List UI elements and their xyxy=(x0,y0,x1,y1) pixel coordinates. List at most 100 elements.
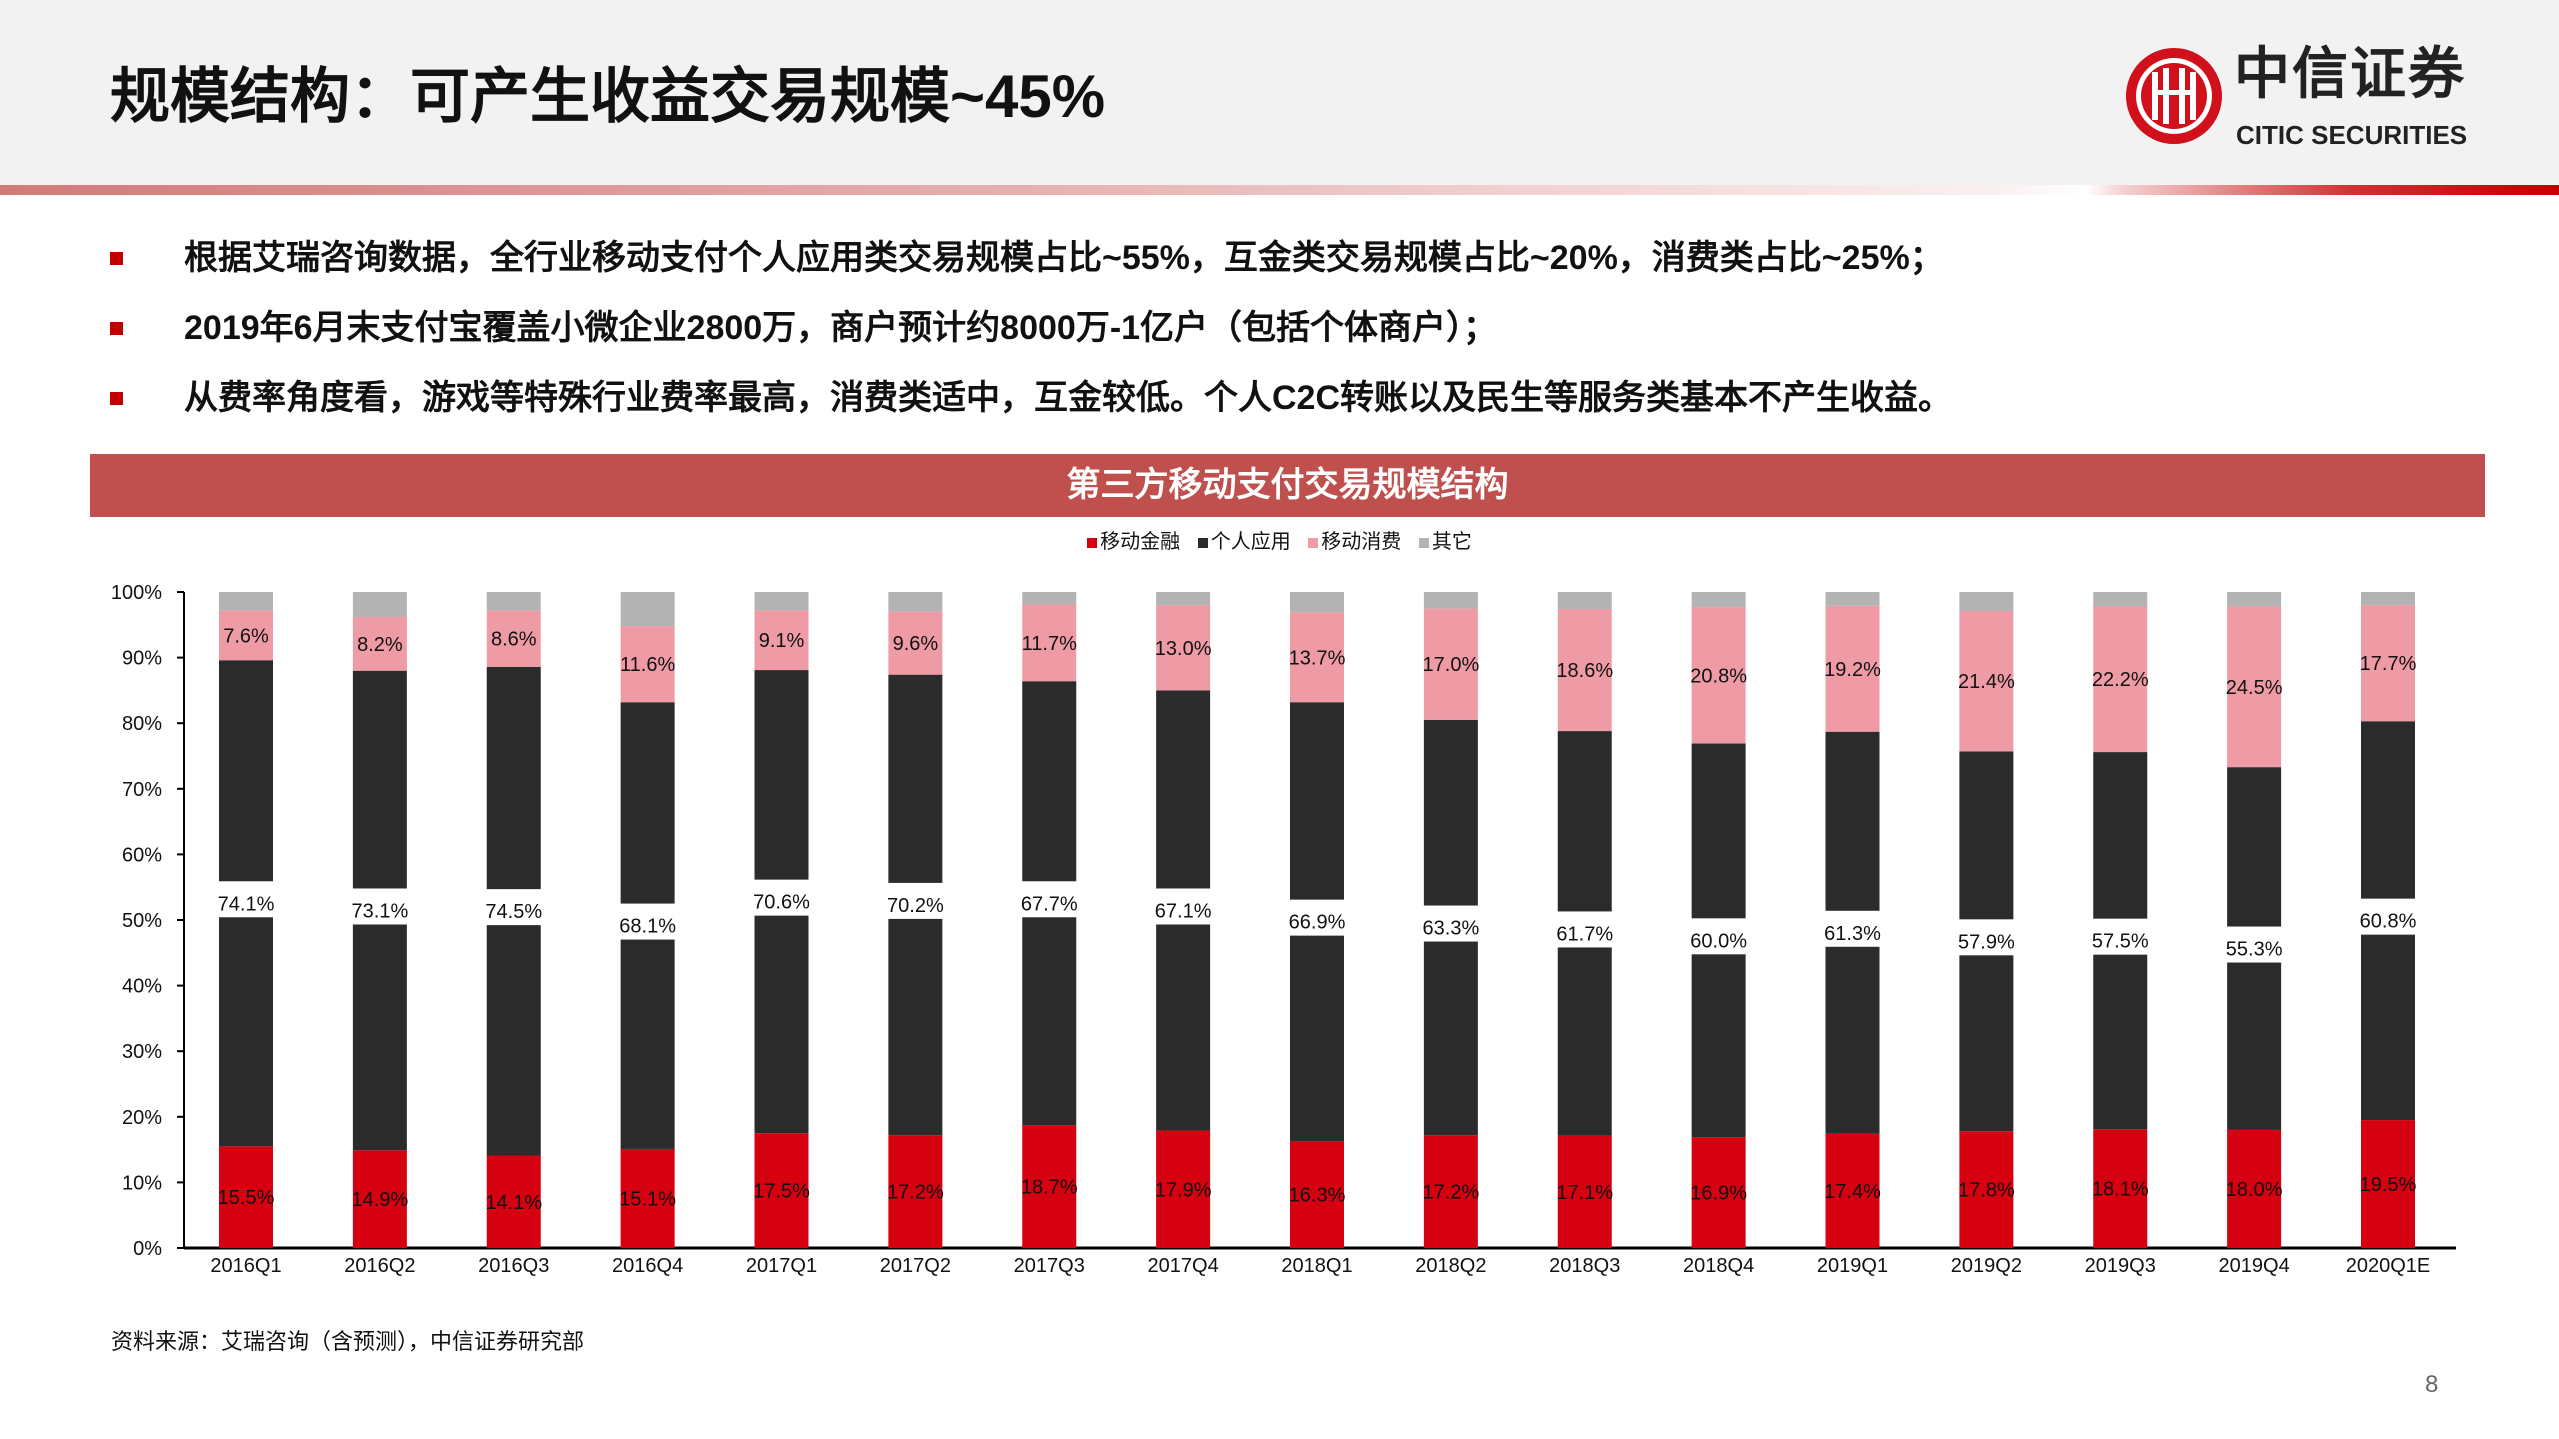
bar-segment-2 xyxy=(620,702,675,1149)
bar-segment-4 xyxy=(2227,592,2282,607)
x-tick-label: 2017Q3 xyxy=(1014,1255,1085,1277)
bar-segment-1 xyxy=(1156,1130,1211,1248)
bullet-square-icon xyxy=(110,392,123,405)
bar-segment-1 xyxy=(1290,1141,1344,1248)
label-gap xyxy=(1823,910,1882,947)
logo-cn: 中信证券 xyxy=(2234,42,2466,107)
bar-segment-3 xyxy=(1557,609,1612,732)
y-tick-label: 90% xyxy=(122,648,162,670)
data-label: 74.1% xyxy=(218,893,275,915)
header-divider xyxy=(0,185,2559,195)
data-label: 15.1% xyxy=(619,1188,676,1210)
bar-segment-4 xyxy=(486,592,541,611)
bar-segment-1 xyxy=(2227,1129,2282,1248)
data-label: 13.0% xyxy=(1155,638,1212,660)
x-tick-label: 2017Q4 xyxy=(1148,1255,1219,1277)
bar-segment-1 xyxy=(1557,1135,1612,1248)
data-label: 60.0% xyxy=(1690,930,1747,952)
data-label: 63.3% xyxy=(1423,918,1480,940)
bar-segment-3 xyxy=(1156,605,1211,691)
data-label: 17.2% xyxy=(1423,1182,1480,1204)
bar-segment-2 xyxy=(1156,690,1211,1131)
data-label: 17.1% xyxy=(1556,1182,1613,1204)
bar-segment-4 xyxy=(2361,592,2415,606)
label-gap xyxy=(217,881,275,918)
legend-swatch xyxy=(1197,537,1208,548)
label-gap xyxy=(1555,911,1614,948)
bar-segment-1 xyxy=(1423,1135,1478,1248)
x-tick-label: 2020Q1E xyxy=(2346,1255,2431,1277)
bar-segment-3 xyxy=(2227,606,2282,768)
bar-segment-1 xyxy=(2093,1129,2148,1248)
legend-item: 个人应用 xyxy=(1197,530,1291,554)
bar-segment-1 xyxy=(2361,1120,2415,1248)
x-tick-label: 2016Q4 xyxy=(612,1255,683,1277)
bar-segment-3 xyxy=(2093,606,2148,753)
y-tick-label: 30% xyxy=(122,1041,162,1063)
data-label: 73.1% xyxy=(352,900,409,922)
legend-item: 其它 xyxy=(1418,530,1472,554)
page-title: 规模结构：可产生收益交易规模~45% xyxy=(110,63,1106,130)
bar-segment-4 xyxy=(352,592,407,617)
bar-segment-2 xyxy=(2361,721,2415,1121)
data-label: 17.7% xyxy=(2360,653,2417,675)
data-label: 16.3% xyxy=(1289,1185,1346,1207)
bar-segment-1 xyxy=(620,1148,675,1248)
y-tick-label: 0% xyxy=(133,1238,162,1260)
label-gap xyxy=(618,903,677,940)
y-tick-label: 10% xyxy=(122,1172,162,1194)
bar-segment-4 xyxy=(2093,592,2148,607)
bar-segment-3 xyxy=(1691,607,1746,744)
data-label: 17.2% xyxy=(887,1182,944,1204)
bar-segment-2 xyxy=(352,670,407,1151)
label-gap xyxy=(484,889,543,926)
data-label: 19.5% xyxy=(2360,1174,2417,1196)
bar-segment-4 xyxy=(1022,592,1077,605)
bar-segment-3 xyxy=(1022,604,1077,682)
bar-segment-1 xyxy=(219,1146,273,1248)
data-label: 11.6% xyxy=(620,654,675,676)
label-gap xyxy=(350,888,409,925)
bar-segment-4 xyxy=(1959,592,2014,612)
bullet-square-icon xyxy=(110,322,123,335)
bullet-square-icon xyxy=(110,252,123,265)
label-gap xyxy=(1957,919,2016,956)
data-label: 61.3% xyxy=(1824,923,1881,945)
data-label: 17.0% xyxy=(1423,654,1480,676)
y-tick-label: 80% xyxy=(122,713,162,735)
y-tick-label: 60% xyxy=(122,844,162,866)
data-label: 11.7% xyxy=(1022,633,1077,655)
bar-segment-4 xyxy=(1290,592,1344,613)
bar-segment-3 xyxy=(754,610,809,671)
bar-segment-1 xyxy=(1691,1137,1746,1248)
bar-segment-4 xyxy=(620,592,675,627)
bar-segment-2 xyxy=(754,670,809,1134)
data-label: 8.6% xyxy=(491,629,537,651)
x-tick-label: 2018Q1 xyxy=(1281,1255,1352,1277)
data-label: 15.5% xyxy=(218,1187,275,1209)
x-tick-label: 2016Q1 xyxy=(210,1255,281,1277)
bar-segment-2 xyxy=(219,660,273,1147)
label-gap xyxy=(2225,926,2284,963)
bar-segment-1 xyxy=(352,1150,407,1248)
data-label: 9.6% xyxy=(893,633,939,655)
bar-segment-3 xyxy=(219,610,273,661)
x-tick-label: 2016Q3 xyxy=(478,1255,549,1277)
bar-segment-3 xyxy=(1290,612,1344,703)
label-gap xyxy=(1689,918,1748,955)
x-tick-label: 2019Q1 xyxy=(1817,1255,1888,1277)
chart-title: 第三方移动支付交易规模结构 xyxy=(90,454,2485,517)
bar-segment-4 xyxy=(1156,592,1211,606)
data-label: 18.1% xyxy=(2092,1179,2149,1201)
label-gap xyxy=(1288,899,1346,936)
x-tick-label: 2018Q2 xyxy=(1415,1255,1486,1277)
label-gap xyxy=(2359,898,2417,935)
bar-segment-3 xyxy=(2361,605,2415,722)
y-tick-label: 70% xyxy=(122,779,162,801)
bar-segment-3 xyxy=(620,626,675,703)
data-label: 7.6% xyxy=(223,625,269,647)
bar-segment-2 xyxy=(1022,681,1077,1126)
citic-logo: 中信证券 CITIC SECURITIES xyxy=(2122,44,2502,159)
bar-segment-4 xyxy=(1423,592,1478,609)
page-number: 8 xyxy=(2425,1371,2439,1398)
